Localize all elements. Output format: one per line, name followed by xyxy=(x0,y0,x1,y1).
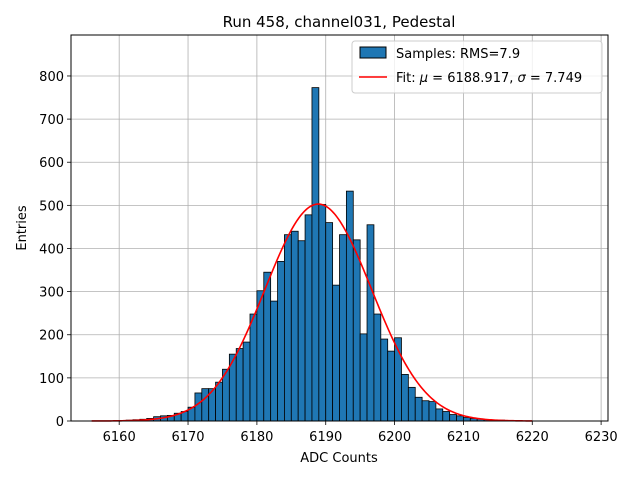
y-tick-label: 800 xyxy=(39,70,64,85)
x-axis-label: ADC Counts xyxy=(300,451,378,466)
histogram-bar xyxy=(373,313,382,422)
x-tick-label: 6210 xyxy=(447,430,480,445)
y-tick-label: 500 xyxy=(39,199,64,214)
legend-box xyxy=(351,40,603,94)
plot-frame xyxy=(70,34,609,422)
y-tick-label: 300 xyxy=(39,286,64,301)
histogram-bar xyxy=(311,87,320,422)
fit-curve xyxy=(91,203,533,422)
histogram-bar xyxy=(352,239,361,422)
histogram-bar xyxy=(435,408,444,422)
histogram-bar xyxy=(263,271,272,422)
histogram-bar xyxy=(249,313,258,422)
x-tick-label: 6190 xyxy=(309,430,342,445)
x-tick-label: 6230 xyxy=(585,430,618,445)
histogram-bar xyxy=(270,300,278,422)
histogram-bar xyxy=(290,230,299,422)
histogram-bar xyxy=(304,214,313,422)
histogram-bar xyxy=(201,388,210,422)
histogram-bar xyxy=(463,417,471,422)
x-tick-label: 6170 xyxy=(171,430,204,445)
y-tick-label: 100 xyxy=(39,372,64,387)
histogram-bar xyxy=(284,234,292,422)
y-tick-label: 600 xyxy=(39,156,64,171)
histogram-bar xyxy=(277,261,285,422)
histogram-bar xyxy=(325,222,334,422)
histogram-bar xyxy=(359,333,368,422)
histogram-bar xyxy=(414,396,423,422)
y-axis-label: Entries xyxy=(15,205,30,251)
x-tick-label: 6220 xyxy=(516,430,549,445)
histogram-bar xyxy=(332,284,340,422)
histogram-bar xyxy=(194,392,203,422)
x-tick-label: 6160 xyxy=(103,430,136,445)
histogram-bar xyxy=(318,204,327,422)
histogram-bars xyxy=(125,87,513,422)
histogram-bar xyxy=(456,415,464,422)
histogram-bar xyxy=(345,190,354,422)
histogram-bar xyxy=(256,290,265,422)
histogram-bar xyxy=(442,411,451,422)
histogram-bar xyxy=(421,400,430,422)
x-axis-ticks: 6160 6170 6180 6190 6200 6210 6220 6230 xyxy=(103,421,618,445)
legend-histogram-label: Samples: RMS=7.9 xyxy=(396,47,520,62)
histogram-bar xyxy=(366,224,375,422)
histogram-bar xyxy=(380,338,389,422)
y-tick-label: 700 xyxy=(39,113,64,128)
histogram-bar xyxy=(387,350,395,422)
histogram-bar xyxy=(242,341,251,422)
legend-histogram-swatch xyxy=(359,46,387,59)
histogram-bar xyxy=(215,381,223,422)
histogram-bar xyxy=(449,414,457,422)
histogram-bar xyxy=(428,401,437,422)
y-tick-label: 400 xyxy=(39,242,64,257)
histogram-bar xyxy=(235,348,244,422)
legend-fit-label: Fit: μ = 6188.917, σ = 7.749 xyxy=(396,71,582,86)
y-tick-label: 0 xyxy=(56,415,64,430)
histogram-bar xyxy=(407,386,416,422)
legend: Samples: RMS=7.9 Fit: μ = 6188.917, σ = … xyxy=(351,40,603,94)
histogram-bar xyxy=(339,234,347,422)
histogram-bar xyxy=(297,240,306,422)
x-tick-label: 6180 xyxy=(240,430,273,445)
x-tick-label: 6200 xyxy=(378,430,411,445)
y-axis-ticks: 0 100 200 300 400 500 600 700 800 xyxy=(39,70,71,430)
y-tick-label: 200 xyxy=(39,329,64,344)
histogram-bar xyxy=(401,374,409,422)
chart-title: Run 458, channel031, Pedestal xyxy=(223,13,456,31)
